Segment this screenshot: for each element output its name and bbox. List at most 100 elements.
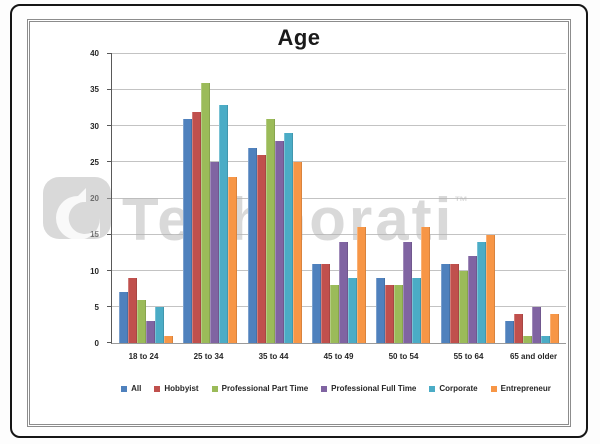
y-tick-mark bbox=[107, 89, 112, 91]
bar-professional-full-time bbox=[146, 321, 156, 343]
legend-item-professional-full-time: Professional Full Time bbox=[321, 384, 416, 393]
bar-hobbyist bbox=[320, 263, 330, 343]
bar-group bbox=[243, 54, 307, 343]
y-tick-label: 30 bbox=[90, 121, 99, 131]
y-tick-mark bbox=[107, 161, 112, 163]
legend-label: Professional Part Time bbox=[221, 384, 309, 393]
bar-professional-part-time bbox=[458, 270, 468, 343]
bar-hobbyist bbox=[513, 314, 523, 343]
bar-professional-part-time bbox=[394, 285, 404, 343]
legend-label: Entrepreneur bbox=[500, 384, 551, 393]
bar-professional-full-time bbox=[531, 306, 541, 343]
bar-professional-full-time bbox=[274, 140, 284, 343]
legend-item-hobbyist: Hobbyist bbox=[154, 384, 199, 393]
legend-swatch bbox=[429, 385, 436, 392]
legend-label: Hobbyist bbox=[164, 384, 199, 393]
plot-area bbox=[107, 53, 566, 344]
legend-swatch bbox=[490, 385, 497, 392]
x-category-label: 18 to 24 bbox=[128, 352, 159, 361]
bar-professional-part-time bbox=[201, 82, 211, 343]
legend-item-corporate: Corporate bbox=[429, 384, 478, 393]
gridline bbox=[112, 233, 566, 235]
bar-entrepreneur bbox=[228, 176, 238, 343]
y-tick-label: 15 bbox=[90, 230, 99, 240]
gridline bbox=[112, 53, 566, 54]
bar-all bbox=[311, 263, 321, 343]
chart-title: Age bbox=[277, 25, 321, 50]
y-tick-label: 40 bbox=[90, 49, 99, 58]
bar-professional-full-time bbox=[403, 241, 413, 343]
legend-label: All bbox=[131, 384, 142, 393]
bar-hobbyist bbox=[192, 111, 202, 343]
x-category-label: 55 to 64 bbox=[453, 352, 484, 361]
y-tick-mark bbox=[107, 269, 112, 271]
bar-entrepreneur bbox=[549, 314, 559, 343]
bar-professional-full-time bbox=[210, 162, 220, 343]
bar-hobbyist bbox=[128, 277, 138, 343]
bar-professional-part-time bbox=[522, 335, 532, 343]
legend-label: Professional Full Time bbox=[331, 384, 417, 393]
y-tick-mark bbox=[107, 342, 112, 343]
bar-hobbyist bbox=[449, 263, 459, 343]
y-tick-label: 35 bbox=[90, 85, 99, 95]
bar-professional-full-time bbox=[467, 256, 477, 343]
bar-professional-part-time bbox=[329, 285, 339, 343]
y-tick-label: 0 bbox=[94, 339, 99, 348]
bar-corporate bbox=[412, 277, 422, 343]
bar-all bbox=[183, 119, 193, 343]
gridline bbox=[112, 125, 566, 127]
gridline bbox=[112, 161, 566, 163]
bar-professional-full-time bbox=[338, 241, 348, 343]
legend-swatch bbox=[121, 385, 128, 392]
legend-item-professional-part-time: Professional Part Time bbox=[211, 384, 309, 393]
y-axis-labels: 0 5 10 15 20 25 30 35 40 bbox=[30, 50, 106, 348]
legend-swatch bbox=[211, 385, 218, 392]
x-category-label: 45 to 49 bbox=[323, 352, 354, 361]
bar-all bbox=[247, 147, 257, 343]
y-tick-mark bbox=[107, 125, 112, 127]
x-category-label: 65 and older bbox=[509, 352, 558, 361]
x-axis-labels: 18 to 24 25 to 34 35 to 44 45 to 49 50 to 54… bbox=[111, 352, 566, 361]
bars-layer bbox=[112, 54, 566, 343]
bar-corporate bbox=[219, 104, 229, 343]
legend-swatch bbox=[321, 385, 328, 392]
x-category-label: 50 to 54 bbox=[388, 352, 419, 361]
y-tick-label: 25 bbox=[90, 157, 99, 167]
y-tick-label: 5 bbox=[94, 302, 99, 312]
bar-all bbox=[119, 292, 129, 343]
bar-professional-part-time bbox=[265, 119, 275, 343]
legend-swatch bbox=[154, 385, 161, 392]
y-tick-label: 10 bbox=[90, 266, 99, 276]
bar-hobbyist bbox=[256, 155, 266, 343]
legend-item-entrepreneur: Entrepreneur bbox=[490, 384, 551, 393]
bar-group bbox=[435, 54, 499, 343]
gridline bbox=[112, 197, 566, 199]
y-tick-label: 20 bbox=[90, 194, 99, 203]
bar-corporate bbox=[476, 241, 486, 343]
bar-all bbox=[376, 277, 386, 343]
bar-group bbox=[307, 54, 371, 343]
bar-entrepreneur bbox=[421, 227, 431, 343]
legend-item-all: All bbox=[121, 384, 141, 393]
bar-group bbox=[500, 54, 564, 343]
bar-entrepreneur bbox=[164, 335, 174, 343]
bar-entrepreneur bbox=[292, 162, 302, 343]
bar-corporate bbox=[540, 335, 550, 343]
gridline bbox=[112, 89, 566, 91]
bar-all bbox=[440, 263, 450, 343]
x-category-label: 35 to 44 bbox=[258, 352, 289, 361]
bar-corporate bbox=[347, 277, 357, 343]
bar-all bbox=[504, 321, 514, 343]
bar-group bbox=[114, 54, 178, 343]
y-tick-mark bbox=[107, 305, 112, 307]
bar-professional-part-time bbox=[137, 299, 147, 343]
y-tick-mark bbox=[107, 53, 112, 54]
bar-corporate bbox=[155, 306, 165, 343]
bar-group bbox=[371, 54, 435, 343]
bar-entrepreneur bbox=[485, 234, 495, 343]
legend: All Hobbyist Professional Part Time Profess… bbox=[96, 384, 576, 393]
bar-corporate bbox=[283, 133, 293, 343]
bar-hobbyist bbox=[385, 285, 395, 343]
